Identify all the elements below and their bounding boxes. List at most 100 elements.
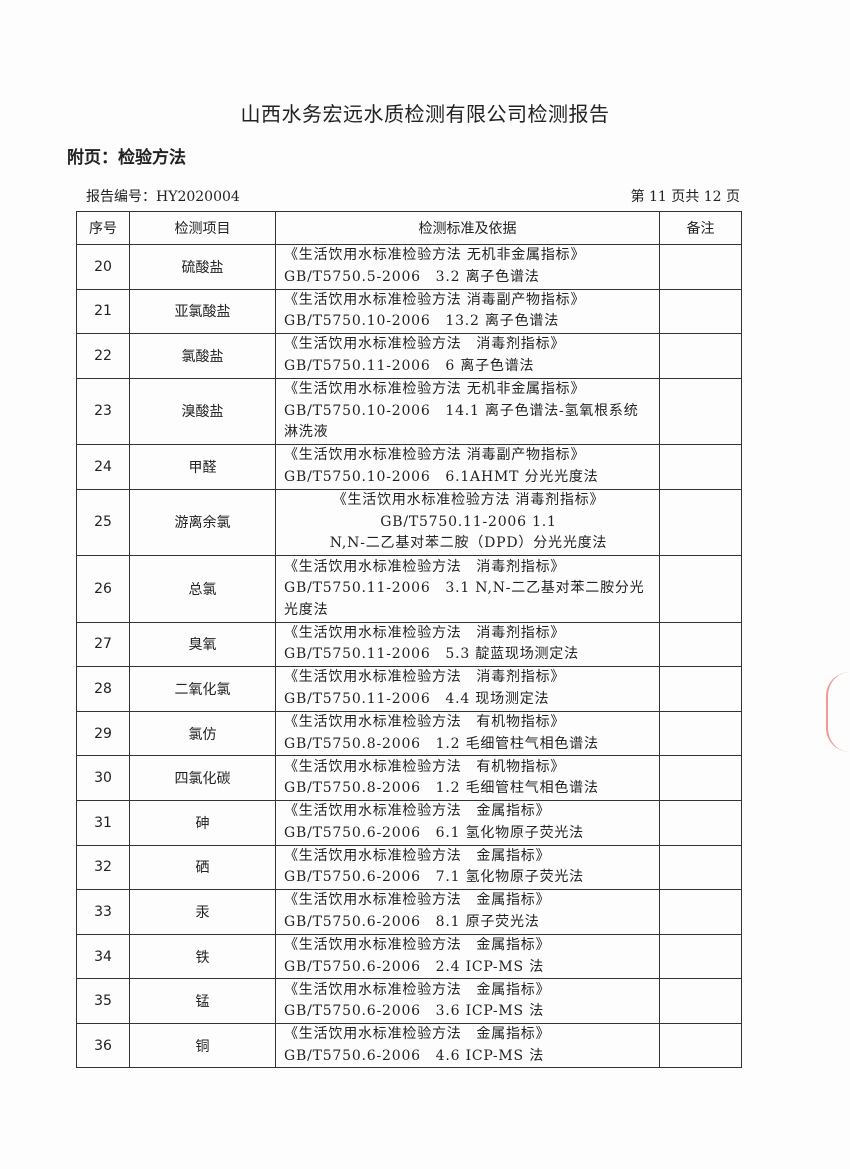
test-item: 硫酸盐 <box>129 244 276 290</box>
method-line: 《生活饮用水标准检验方法 有机物指标》 <box>284 758 566 775</box>
remark <box>659 444 742 490</box>
method-line: 《生活饮用水标准检验方法 金属指标》 <box>284 937 551 953</box>
test-item: 汞 <box>129 889 276 935</box>
remark <box>659 844 742 891</box>
method-line: 《生活饮用水标准检验方法 无机非金属指标》 <box>284 381 586 398</box>
row-number: 27 <box>76 621 130 668</box>
method-line: GB/T5750.10-2006 14.1 离子色谱法-氢氧根系统 <box>284 402 639 419</box>
method-line: 《生活饮用水标准检验方法 消毒副产物指标》 <box>284 447 586 464</box>
test-method: 《生活饮用水标准检验方法 金属指标》 GB/T5750.6-2006 4.6 IC… <box>275 1022 660 1069</box>
seal-stamp-edge <box>826 672 850 752</box>
method-line: GB/T5750.11-2006 4.4 现场测定法 <box>284 690 550 707</box>
method-line: GB/T5750.8-2006 1.2 毛细管柱气相色谱法 <box>284 735 599 752</box>
table-header-row: 序号 检测项目 检测标准及依据 备注 <box>76 211 742 245</box>
method-line: 《生活饮用水标准检验方法 金属指标》 <box>284 1026 551 1043</box>
test-method: 《生活饮用水标准检验方法 有机物指标》 GB/T5750.8-2006 1.2 毛… <box>275 755 660 801</box>
row-number: 36 <box>76 1022 130 1069</box>
remark <box>659 333 742 379</box>
table-row: 28 二氧化氯 《生活饮用水标准检验方法 消毒剂指标》 GB/T5750.11-200… <box>76 666 742 712</box>
row-number: 20 <box>76 244 130 290</box>
method-line: N,N-二乙基对苯二胺（DPD）分光光度法 <box>329 535 608 552</box>
method-line: 《生活饮用水标准检验方法 有机物指标》 <box>284 714 566 731</box>
remark <box>659 1022 742 1069</box>
report-number: 报告编号：HY2020004 <box>86 189 240 205</box>
remark <box>659 933 742 980</box>
row-number: 22 <box>76 333 130 379</box>
method-line: GB/T5750.11-2006 6 离子色谱法 <box>284 357 535 374</box>
table-row: 24 甲醛 《生活饮用水标准检验方法 消毒副产物指标》 GB/T5750.10-200… <box>76 444 742 490</box>
method-line: 《生活饮用水标准检验方法 金属指标》 <box>284 981 551 998</box>
row-number: 24 <box>76 444 130 490</box>
method-line: GB/T5750.6-2006 6.1 氢化物原子荧光法 <box>284 824 584 841</box>
table-row: 21 亚氯酸盐 《生活饮用水标准检验方法 消毒副产物指标》 GB/T5750.10-2… <box>76 288 742 335</box>
row-number: 26 <box>76 555 130 623</box>
row-number: 21 <box>76 288 130 335</box>
method-line: 《生活饮用水标准检验方法 消毒副产物指标》 <box>284 291 586 308</box>
method-line: GB/T5750.11-2006 5.3 靛蓝现场测定法 <box>284 646 579 663</box>
remark <box>659 488 742 557</box>
test-item: 砷 <box>129 799 276 846</box>
table-row: 30 四氯化碳 《生活饮用水标准检验方法 有机物指标》 GB/T5750.8-2006… <box>76 755 742 801</box>
test-method: 《生活饮用水标准检验方法 消毒剂指标》 GB/T5750.11-2006 3.1 … <box>275 555 660 623</box>
test-item: 硒 <box>129 844 276 891</box>
table-row: 22 氯酸盐 《生活饮用水标准检验方法 消毒剂指标》 GB/T5750.11-2006… <box>76 333 742 379</box>
test-item: 铜 <box>129 1022 276 1069</box>
test-method: 《生活饮用水标准检验方法 有机物指标》 GB/T5750.8-2006 1.2 毛… <box>275 710 660 757</box>
method-line: GB/T5750.10-2006 6.1AHMT 分光光度法 <box>284 468 599 485</box>
test-method: 《生活饮用水标准检验方法 消毒剂指标》 GB/T5750.11-2006 5.3 … <box>275 621 660 668</box>
table-row: 27 臭氧 《生活饮用水标准检验方法 消毒剂指标》 GB/T5750.11-2006 … <box>76 621 742 668</box>
test-method: 《生活饮用水标准检验方法 消毒剂指标》 GB/T5750.11-2006 1.1 N… <box>275 488 660 557</box>
test-method: 《生活饮用水标准检验方法 无机非金属指标》 GB/T5750.5-2006 3.2… <box>275 244 660 290</box>
table-row: 29 氯仿 《生活饮用水标准检验方法 有机物指标》 GB/T5750.8-2006 1… <box>76 710 742 757</box>
table-row: 20 硫酸盐 《生活饮用水标准检验方法 无机非金属指标》 GB/T5750.5-200… <box>76 244 742 290</box>
test-method: 《生活饮用水标准检验方法 消毒剂指标》 GB/T5750.11-2006 4.4 … <box>275 666 660 712</box>
table-row: 31 砷《生活饮用水标准检验方法 金属指标》 GB/T5750.6-2006 6.1… <box>76 799 742 846</box>
table-row: 34 铁《生活饮用水标准检验方法 金属指标》 GB/T5750.6-2006 2.4… <box>76 933 742 980</box>
test-method: 《生活饮用水标准检验方法 无机非金属指标》 GB/T5750.10-2006 14… <box>275 377 660 446</box>
table-row: 23 溴酸盐 《生活饮用水标准检验方法 无机非金属指标》 GB/T5750.10-20… <box>76 377 742 446</box>
row-number: 33 <box>76 889 130 935</box>
method-line: GB/T5750.6-2006 2.4 ICP-MS 法 <box>284 958 544 975</box>
table-row: 32 硒《生活饮用水标准检验方法 金属指标》 GB/T5750.6-2006 7.1… <box>76 844 742 891</box>
remark <box>659 377 742 446</box>
row-number: 31 <box>76 799 130 846</box>
test-method: 《生活饮用水标准检验方法 金属指标》 GB/T5750.6-2006 7.1 氢化… <box>275 844 660 891</box>
table-row: 26 总氯 《生活饮用水标准检验方法 消毒剂指标》 GB/T5750.11-2006 … <box>76 555 742 623</box>
method-line: 《生活饮用水标准检验方法 金属指标》 <box>284 803 551 820</box>
method-line: 《生活饮用水标准检验方法 金属指标》 <box>284 847 551 864</box>
header-note: 备注 <box>659 211 742 245</box>
test-item: 总氯 <box>129 555 276 623</box>
remark <box>659 978 742 1024</box>
method-line: GB/T5750.5-2006 3.2 离子色谱法 <box>284 268 540 285</box>
method-line: 光度法 <box>284 601 329 618</box>
test-item: 锰 <box>129 978 276 1024</box>
header-no: 序号 <box>76 211 130 245</box>
test-method: 《生活饮用水标准检验方法 金属指标》 GB/T5750.6-2006 8.1 原子… <box>275 889 660 935</box>
appendix-heading: 附页：检验方法 <box>67 148 186 168</box>
test-method: 《生活饮用水标准检验方法 金属指标》 GB/T5750.6-2006 6.1 氢化… <box>275 799 660 846</box>
row-number: 25 <box>76 488 130 557</box>
row-number: 28 <box>76 666 130 712</box>
remark <box>659 799 742 846</box>
row-number: 35 <box>76 978 130 1024</box>
table-row: 25 游离余氯 《生活饮用水标准检验方法 消毒剂指标》 GB/T5750.11-200… <box>76 488 742 557</box>
report-title: 山西水务宏远水质检测有限公司检测报告 <box>240 102 610 126</box>
remark <box>659 555 742 623</box>
method-line: 《生活饮用水标准检验方法 消毒剂指标》 <box>284 669 566 686</box>
method-line: GB/T5750.11-2006 1.1 <box>380 513 557 530</box>
method-line: 《生活饮用水标准检验方法 消毒剂指标》 <box>332 492 605 509</box>
header-item: 检测项目 <box>129 211 276 245</box>
page-info: 第 11 页共 12 页 <box>630 189 740 205</box>
method-line: 《生活饮用水标准检验方法 无机非金属指标》 <box>284 247 586 264</box>
row-number: 29 <box>76 710 130 757</box>
method-line: GB/T5750.10-2006 13.2 离子色谱法 <box>284 313 560 330</box>
test-item: 铁 <box>129 933 276 980</box>
row-number: 30 <box>76 755 130 801</box>
remark <box>659 710 742 757</box>
header-method: 检测标准及依据 <box>275 211 660 245</box>
remark <box>659 621 742 668</box>
test-method: 《生活饮用水标准检验方法 消毒副产物指标》 GB/T5750.10-2006 6.… <box>275 444 660 490</box>
remark <box>659 889 742 935</box>
method-line: 《生活饮用水标准检验方法 消毒剂指标》 <box>284 624 566 641</box>
